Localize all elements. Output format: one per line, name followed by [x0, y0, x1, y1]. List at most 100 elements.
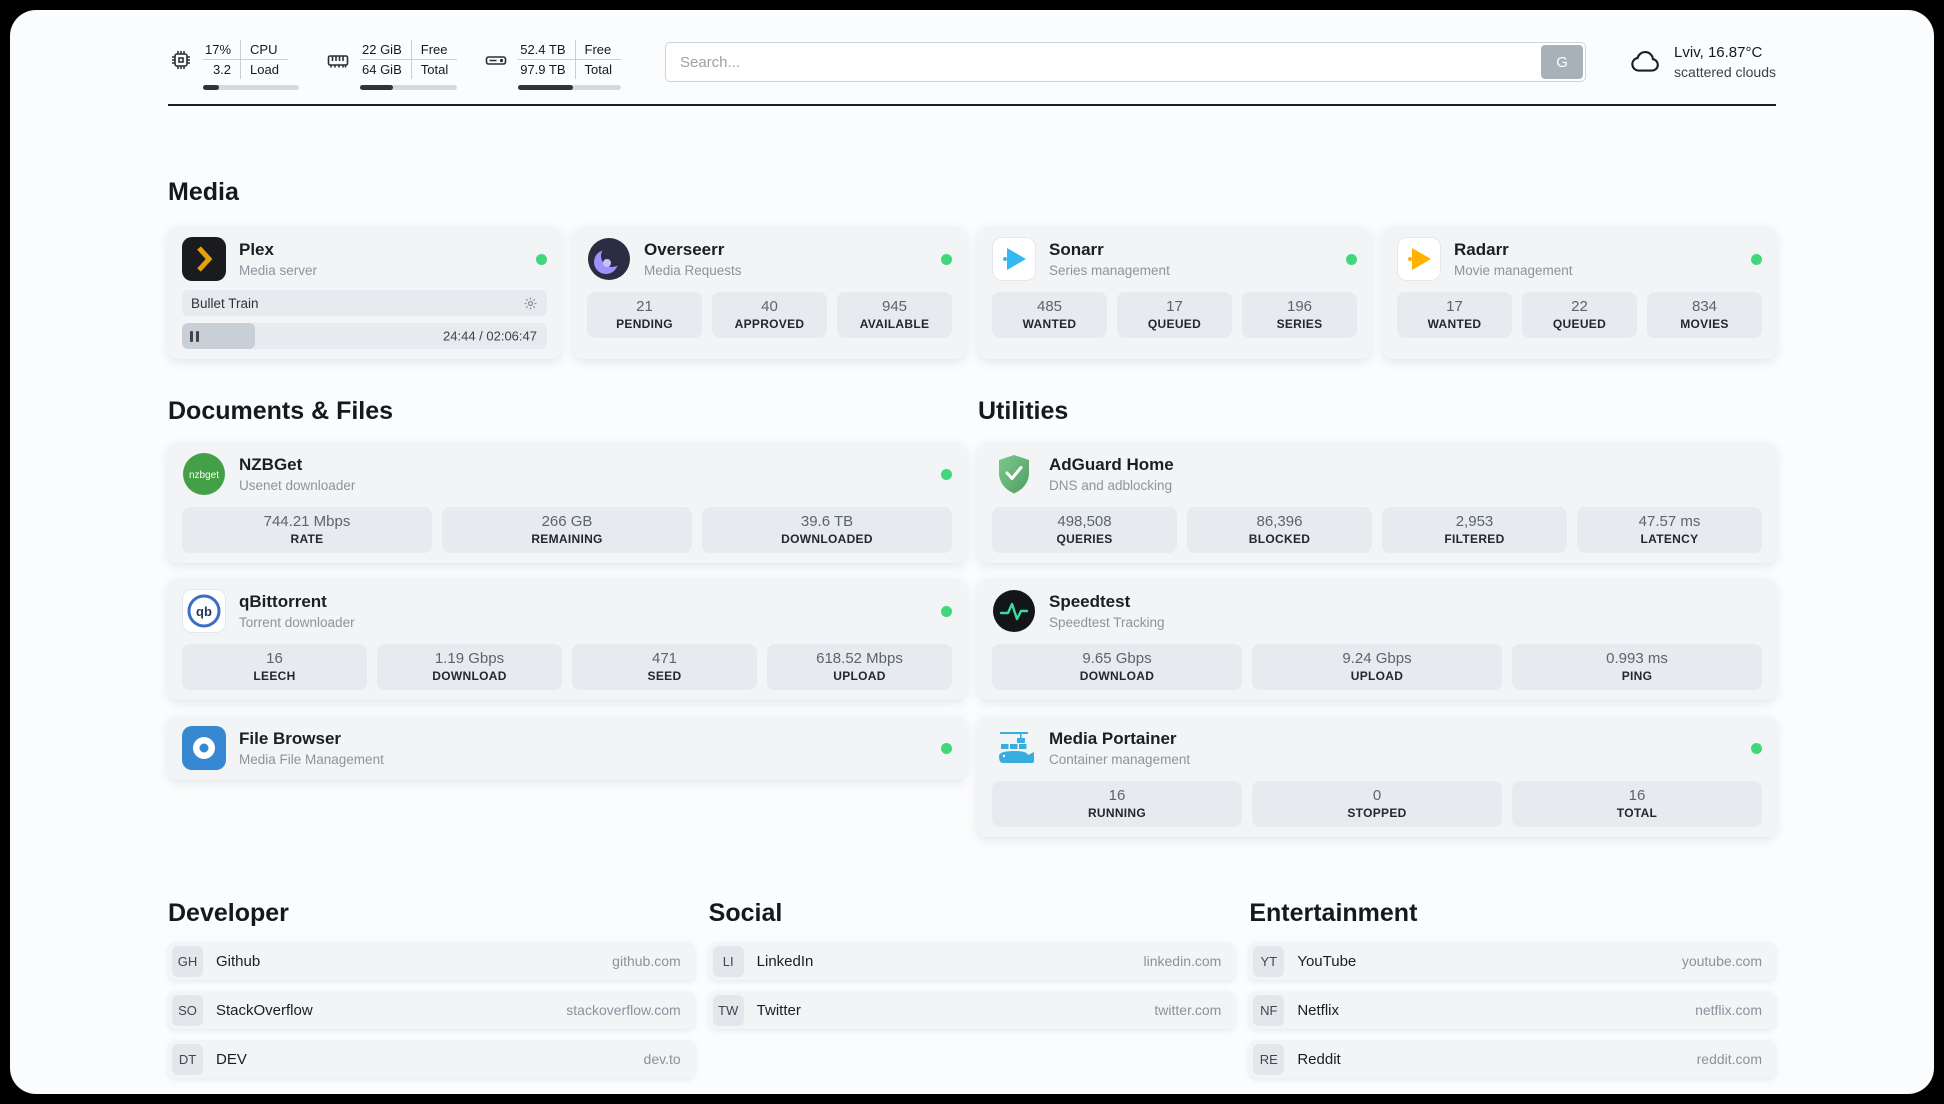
app-name: Radarr: [1454, 240, 1509, 259]
stat-label: MOVIES: [1680, 317, 1729, 331]
portainer-card[interactable]: Media Portainer Container management 16 …: [978, 716, 1776, 837]
stat-label: LATENCY: [1640, 532, 1699, 546]
sonarr-card[interactable]: Sonarr Series management 485 WANTED 17 Q…: [978, 227, 1371, 359]
stat-value: 0: [1372, 787, 1382, 804]
status-dot: [941, 253, 952, 265]
stat-value: 16: [1108, 787, 1126, 804]
search-bar: G: [664, 42, 1587, 82]
radarr-card[interactable]: Radarr Movie management 17 WANTED 22 QUE…: [1383, 227, 1776, 359]
utilities-section: Utilities: [978, 397, 1776, 837]
stat-tile: 266 GB REMAINING: [442, 507, 692, 553]
radarr-icon: [1397, 237, 1441, 281]
stat-label: PENDING: [616, 317, 673, 331]
app-description: Torrent downloader: [239, 615, 355, 630]
bookmark-reddit[interactable]: RE Reddit reddit.com: [1249, 1040, 1776, 1078]
bookmark-linkedin[interactable]: LI LinkedIn linkedin.com: [708, 942, 1236, 980]
memory-label-bottom: Total: [420, 62, 449, 77]
bookmark-url: linkedin.com: [1143, 953, 1222, 969]
stat-tile: 0 STOPPED: [1252, 781, 1502, 827]
stat-label: UPLOAD: [833, 669, 886, 683]
status-dot: [536, 253, 547, 265]
stat-tile: 618.52 Mbps UPLOAD: [767, 644, 952, 690]
sonarr-icon: [992, 237, 1036, 281]
adguard-card[interactable]: AdGuard Home DNS and adblocking 498,508 …: [978, 442, 1776, 563]
playback-bar[interactable]: 24:44 / 02:06:47: [182, 323, 547, 349]
bookmark-url: stackoverflow.com: [566, 1002, 681, 1018]
status-dot: [941, 468, 952, 480]
now-playing-row: Bullet Train: [182, 290, 547, 316]
stat-tile: 16 LEECH: [182, 644, 367, 690]
stat-value: 17: [1446, 298, 1463, 315]
bookmark-name: Reddit: [1297, 1050, 1341, 1068]
stat-tile: 1.19 Gbps DOWNLOAD: [377, 644, 562, 690]
disk-free: 52.4 TB: [518, 40, 576, 60]
utilities-section-title: Utilities: [978, 397, 1069, 425]
stat-label: FILTERED: [1444, 532, 1505, 546]
cpu-progress-fill: [203, 85, 220, 90]
plex-icon: [182, 237, 226, 281]
cpu-label-bottom: Load: [250, 62, 279, 77]
app-name: qBittorrent: [239, 592, 327, 611]
stat-label: APPROVED: [734, 317, 805, 331]
bookmark-url: dev.to: [643, 1051, 681, 1067]
bookmark-github[interactable]: GH Github github.com: [168, 942, 695, 980]
disk-progress-fill: [518, 85, 573, 90]
search-input[interactable]: [664, 42, 1587, 82]
now-playing-title: Bullet Train: [191, 295, 259, 311]
stat-value: 485: [1036, 298, 1063, 315]
bookmark-youtube[interactable]: YT YouTube youtube.com: [1249, 942, 1776, 980]
stat-value: 9.24 Gbps: [1342, 650, 1412, 667]
stat-label: LEECH: [253, 669, 296, 683]
nzbget-card[interactable]: nzbget NZBGet Usenet downloader 744.21 M…: [168, 442, 966, 563]
stat-value: 47.57 ms: [1638, 513, 1701, 530]
app-name: AdGuard Home: [1049, 455, 1174, 474]
adguard-shield-icon: [992, 452, 1036, 496]
speedtest-card[interactable]: Speedtest Speedtest Tracking 9.65 Gbps D…: [978, 579, 1776, 700]
plex-card[interactable]: Plex Media server Bullet Train: [168, 227, 561, 359]
bookmark-netflix[interactable]: NF Netflix netflix.com: [1249, 991, 1776, 1029]
stat-label: RUNNING: [1087, 806, 1147, 820]
filebrowser-card[interactable]: File Browser Media File Management: [168, 716, 966, 780]
media-section: Media Plex Media server Bullet Train: [168, 178, 1776, 359]
memory-values: 22 GiB Free 64 GiB Total: [360, 40, 458, 79]
stat-label: QUEUED: [1552, 317, 1607, 331]
playback-time: 24:44 / 02:06:47: [443, 328, 537, 344]
qbittorrent-card[interactable]: qb qBittorrent Torrent downloader 16 LEE…: [168, 579, 966, 700]
stat-value: 266 GB: [541, 513, 593, 530]
playback-progress: [182, 323, 255, 349]
bookmark-url: twitter.com: [1154, 1002, 1222, 1018]
stat-tile: 834 MOVIES: [1647, 292, 1762, 338]
stat-label: RATE: [290, 532, 324, 546]
pause-icon[interactable]: [190, 330, 199, 342]
disk-icon: [483, 47, 509, 73]
qbittorrent-icon: qb: [182, 589, 226, 633]
stat-tile: 47.57 ms LATENCY: [1577, 507, 1762, 553]
cpu-icon: [168, 47, 194, 73]
linkedin-icon: LI: [712, 945, 744, 977]
filebrowser-icon: [182, 726, 226, 770]
app-description: Usenet downloader: [239, 478, 356, 493]
gear-icon[interactable]: [523, 296, 538, 311]
app-description: Container management: [1049, 752, 1191, 767]
stat-label: DOWNLOAD: [432, 669, 507, 683]
app-description: Speedtest Tracking: [1049, 615, 1165, 630]
weather-widget: Lviv, 16.87°C scattered clouds: [1626, 44, 1776, 80]
stat-tile: 945 AVAILABLE: [837, 292, 952, 338]
stat-label: QUERIES: [1056, 532, 1113, 546]
overseerr-card[interactable]: Overseerr Media Requests 21 PENDING 40 A…: [573, 227, 966, 359]
bookmark-twitter[interactable]: TW Twitter twitter.com: [708, 991, 1236, 1029]
weather-location: Lviv, 16.87°C: [1674, 44, 1763, 61]
stat-value: 196: [1286, 298, 1313, 315]
bookmark-url: reddit.com: [1696, 1051, 1762, 1067]
stat-label: AVAILABLE: [859, 317, 930, 331]
bookmark-stackoverflow[interactable]: SO StackOverflow stackoverflow.com: [168, 991, 695, 1029]
stat-label: SERIES: [1276, 317, 1323, 331]
cpu-label-top: CPU: [241, 40, 288, 60]
search-engine-button[interactable]: G: [1541, 45, 1584, 79]
topbar-divider: [168, 104, 1776, 106]
stat-label: DOWNLOAD: [1079, 669, 1155, 683]
stat-value: 471: [651, 650, 678, 667]
speedtest-pulse-icon: [992, 589, 1036, 633]
bookmark-dev[interactable]: DT DEV dev.to: [168, 1040, 695, 1078]
svg-text:qb: qb: [196, 604, 212, 619]
